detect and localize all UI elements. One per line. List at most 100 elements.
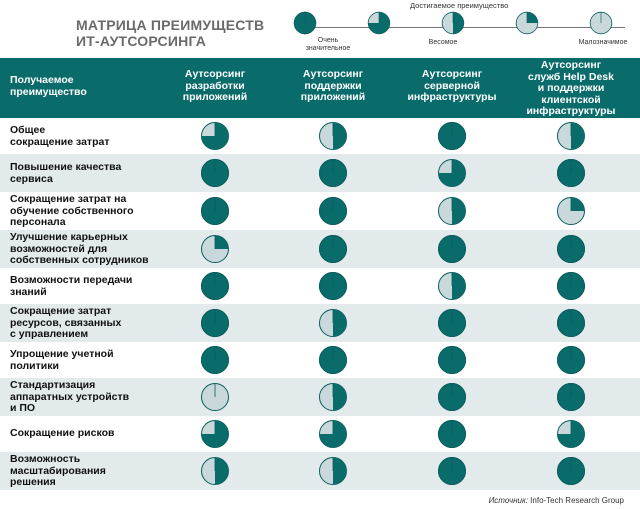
harvey-ball-col-1 bbox=[200, 382, 230, 412]
harvey-ball-col-2 bbox=[318, 271, 348, 301]
header-column-1-line-1: Аутсорсинг bbox=[184, 68, 246, 80]
header-column-1: Аутсорсинг разработки приложений bbox=[155, 68, 275, 104]
harvey-ball-col-1 bbox=[200, 345, 230, 375]
legend-label-mid: Весомое bbox=[428, 39, 458, 46]
header-column-4-line-3: и поддержки bbox=[537, 82, 605, 94]
source-prefix: Источник: bbox=[488, 496, 528, 505]
harvey-ball-col-3 bbox=[437, 121, 467, 151]
harvey-ball-col-3 bbox=[437, 158, 467, 188]
header-column-2-line-1: Аутсорсинг bbox=[302, 68, 364, 80]
legend: Достигаемое преимущество Очень значитель… bbox=[283, 0, 637, 56]
legend-ball-4 bbox=[515, 11, 539, 35]
page-title: МАТРИЦА ПРЕИМУЩЕСТВ ИТ-АУТСОРСИНГА bbox=[76, 17, 264, 49]
harvey-ball-col-3 bbox=[437, 308, 467, 338]
header-column-1-line-3: приложений bbox=[182, 91, 248, 103]
row-label-line-2: сервиса bbox=[10, 172, 53, 185]
table-row: Повышение качества сервиса bbox=[0, 154, 640, 192]
header-column-3-line-1: Аутсорсинг bbox=[421, 68, 483, 80]
legend-ball-5 bbox=[589, 11, 613, 35]
row-label-line-1: Возможность bbox=[10, 453, 81, 465]
harvey-ball-col-4 bbox=[556, 382, 586, 412]
harvey-ball-col-4 bbox=[556, 345, 586, 375]
harvey-ball-col-3 bbox=[437, 382, 467, 412]
harvey-ball-col-4 bbox=[556, 456, 586, 486]
row-label-line-1: Стандартизация bbox=[10, 379, 96, 391]
header-column-2: Аутсорсинг поддержки приложений bbox=[273, 68, 393, 104]
row-label: Сокращение затрат на обучение собственног… bbox=[10, 193, 134, 229]
row-label: Возможности передачи знаний bbox=[10, 274, 132, 298]
row-label-line-3: решения bbox=[10, 476, 56, 488]
table-row: Упрощение учетной политики bbox=[0, 342, 640, 378]
row-label: Стандартизация аппаратных устройств и ПО bbox=[10, 379, 130, 415]
harvey-ball-col-4 bbox=[556, 308, 586, 338]
legend-ball-1 bbox=[293, 11, 317, 35]
harvey-ball-col-1 bbox=[200, 196, 230, 226]
header-column-2-line-2: поддержки bbox=[304, 79, 362, 92]
harvey-ball-col-3 bbox=[437, 419, 467, 449]
row-label: Возможность масштабирования решения bbox=[10, 453, 106, 489]
row-label-line-1: Общее bbox=[10, 124, 46, 136]
table-body: Общее сокращение затрат Повышение качества… bbox=[0, 118, 640, 490]
header-benefit-line-1: Получаемое bbox=[10, 74, 74, 86]
row-label-line-1: Улучшение карьерных bbox=[10, 231, 128, 243]
benefits-matrix: Получаемое преимущество Аутсорсинг разраб… bbox=[0, 58, 640, 490]
row-label-line-2: ресурсов, связанных bbox=[10, 316, 122, 329]
row-label: Улучшение карьерных возможностей для собст… bbox=[10, 231, 149, 267]
header-column-2-line-3: приложений bbox=[300, 91, 366, 103]
row-label-line-2: сокращение затрат bbox=[10, 135, 110, 148]
harvey-ball-col-2 bbox=[318, 158, 348, 188]
header-column-4-line-2: служб Help Desk bbox=[528, 70, 614, 83]
legend-label-high: Очень значительное bbox=[299, 37, 357, 53]
header-column-3-line-2: серверной bbox=[424, 79, 480, 92]
row-label: Сокращение рисков bbox=[10, 427, 115, 440]
legend-label-high-line-2: значительное bbox=[305, 45, 351, 52]
legend-label-low: Малозначимое bbox=[578, 39, 628, 46]
header-column-4-line-1: Аутсорсинг bbox=[540, 59, 602, 71]
legend-ball-3 bbox=[441, 11, 465, 35]
harvey-ball-col-2 bbox=[318, 419, 348, 449]
table-row: Общее сокращение затрат bbox=[0, 118, 640, 154]
harvey-ball-col-1 bbox=[200, 234, 230, 264]
harvey-ball-col-1 bbox=[200, 456, 230, 486]
row-label: Повышение качества сервиса bbox=[10, 161, 122, 185]
table-row: Улучшение карьерных возможностей для собст… bbox=[0, 230, 640, 268]
harvey-ball-col-4 bbox=[556, 234, 586, 264]
table-row: Сокращение рисков bbox=[0, 416, 640, 452]
harvey-ball-col-3 bbox=[437, 271, 467, 301]
header-column-4-line-5: инфраструктуры bbox=[526, 105, 616, 117]
header-benefit-line-2: преимущество bbox=[10, 85, 87, 98]
harvey-ball-col-3 bbox=[437, 234, 467, 264]
harvey-ball-col-3 bbox=[437, 196, 467, 226]
row-label-line-1: Сокращение затрат на bbox=[10, 193, 127, 205]
row-label-line-2: обучение собственного bbox=[10, 204, 134, 217]
harvey-ball-col-2 bbox=[318, 196, 348, 226]
row-label-line-1: Упрощение учетной bbox=[10, 348, 114, 360]
row-label-line-2: политики bbox=[10, 359, 59, 372]
source-text: Info-Tech Research Group bbox=[527, 496, 624, 505]
harvey-ball-col-4 bbox=[556, 158, 586, 188]
header-column-1-line-2: разработки bbox=[185, 79, 245, 92]
harvey-ball-col-2 bbox=[318, 234, 348, 264]
row-label-line-2: возможностей для bbox=[10, 242, 108, 255]
harvey-ball-col-3 bbox=[437, 345, 467, 375]
row-label-line-2: аппаратных устройств bbox=[10, 390, 130, 403]
legend-caption: Достигаемое преимущество bbox=[410, 1, 509, 10]
row-label-line-3: персонала bbox=[10, 216, 66, 228]
harvey-ball-col-2 bbox=[318, 121, 348, 151]
harvey-ball-col-1 bbox=[200, 308, 230, 338]
row-label: Сокращение затрат ресурсов, связанных с уп… bbox=[10, 305, 122, 341]
row-label-line-1: Сокращение затрат bbox=[10, 305, 112, 317]
harvey-ball-col-1 bbox=[200, 271, 230, 301]
harvey-ball-col-3 bbox=[437, 456, 467, 486]
row-label-line-1: Сокращение рисков bbox=[10, 427, 115, 439]
table-row: Стандартизация аппаратных устройств и ПО bbox=[0, 378, 640, 416]
legend-label-high-line-1: Очень bbox=[317, 37, 339, 44]
harvey-ball-col-1 bbox=[200, 121, 230, 151]
row-label-line-1: Повышение качества bbox=[10, 161, 122, 173]
harvey-ball-col-4 bbox=[556, 419, 586, 449]
row-label: Упрощение учетной политики bbox=[10, 348, 114, 372]
harvey-ball-col-2 bbox=[318, 308, 348, 338]
header-benefit: Получаемое преимущество bbox=[10, 74, 87, 98]
table-header: Получаемое преимущество Аутсорсинг разраб… bbox=[0, 58, 640, 118]
harvey-ball-col-4 bbox=[556, 271, 586, 301]
